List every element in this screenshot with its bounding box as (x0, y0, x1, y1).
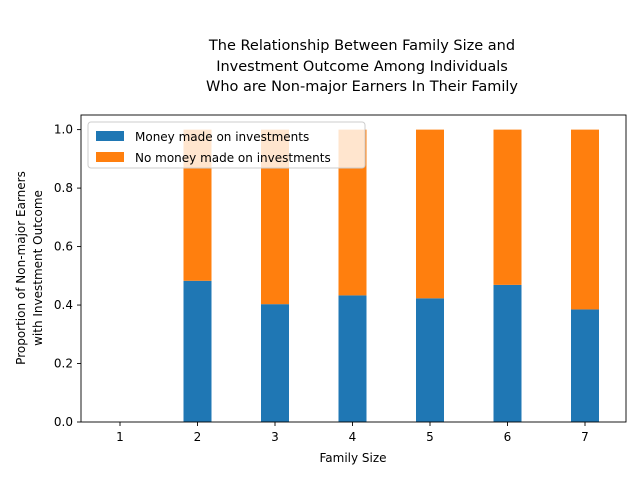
y-tick-label: 0.6 (54, 240, 73, 254)
legend-swatch-money-made (96, 131, 124, 141)
y-tick-label: 1.0 (54, 123, 73, 137)
y-tick-label: 0.8 (54, 181, 73, 195)
y-tick-label: 0.0 (54, 415, 73, 429)
x-tick-label: 2 (194, 430, 202, 444)
bar-segment-no-money-made-size-6 (493, 129, 522, 285)
bar-segment-money-made-size-4 (338, 295, 367, 422)
x-tick-label: 7 (581, 430, 589, 444)
x-tick-label: 1 (116, 430, 124, 444)
legend-swatch-no-money-made (96, 152, 124, 162)
bar-segment-no-money-made-size-7 (571, 129, 599, 310)
x-tick-label: 5 (426, 430, 434, 444)
bar-segment-money-made-size-7 (571, 309, 599, 422)
legend: Money made on investments No money made … (87, 121, 366, 169)
chart-title-line-1: The Relationship Between Family Size and (208, 38, 515, 54)
legend-label-no-money-made: No money made on investments (135, 151, 331, 165)
y-axis-label-line-2: with Investment Outcome (31, 190, 45, 346)
y-axis-label: Proportion of Non-major Earners with Inv… (14, 171, 45, 365)
plot-area-frame (80, 114, 627, 423)
x-axis: 1 2 3 4 5 6 7 (116, 422, 589, 444)
bar-segment-money-made-size-5 (416, 298, 444, 422)
chart-title: The Relationship Between Family Size and… (206, 38, 518, 95)
chart-title-line-2: Investment Outcome Among Individuals (216, 59, 508, 75)
y-axis: 0.0 0.2 0.4 0.6 0.8 1.0 (54, 123, 81, 429)
x-tick-label: 3 (271, 430, 279, 444)
y-tick-label: 0.2 (54, 357, 73, 371)
bar-segment-money-made-size-2 (183, 280, 212, 422)
chart-title-line-3: Who are Non-major Earners In Their Famil… (206, 79, 518, 95)
x-tick-label: 6 (504, 430, 512, 444)
y-tick-label: 0.4 (54, 298, 73, 312)
bar-series-group (183, 129, 599, 422)
legend-label-money-made: Money made on investments (135, 130, 309, 144)
y-axis-label-line-1: Proportion of Non-major Earners (14, 171, 28, 365)
x-axis-label: Family Size (319, 451, 386, 465)
x-tick-label: 4 (349, 430, 357, 444)
legend-box (87, 121, 366, 169)
bar-segment-no-money-made-size-5 (416, 129, 444, 299)
bar-segment-money-made-size-3 (261, 304, 289, 422)
bar-segment-money-made-size-6 (493, 284, 522, 422)
